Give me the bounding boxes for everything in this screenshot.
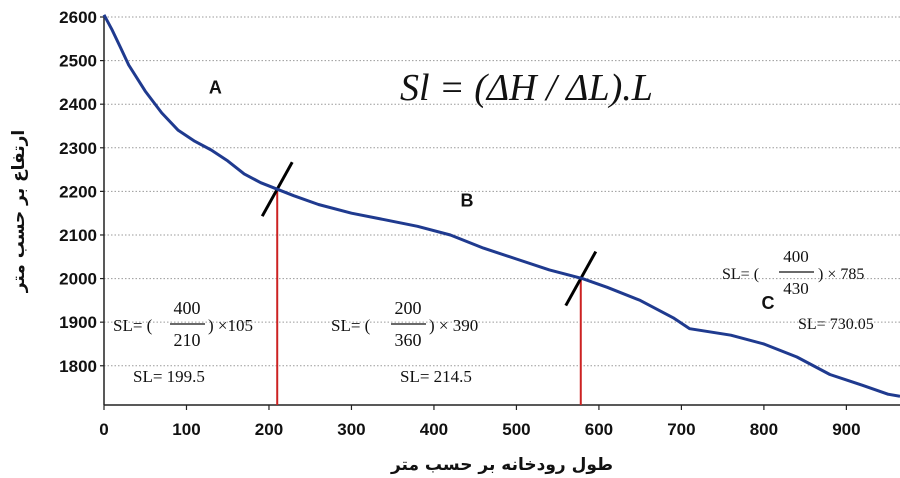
annotation-b-numerator: 200 <box>395 298 422 318</box>
segment-label: C <box>762 293 775 313</box>
equation: Sl = (ΔH / ΔL).L <box>400 67 653 109</box>
y-tick-label: 1900 <box>59 313 97 332</box>
annotation-b-result: SL= 214.5 <box>400 367 472 386</box>
y-tick-label: 2000 <box>59 270 97 289</box>
annotation-a-prefix: SL= ( <box>113 316 153 335</box>
plot-area <box>104 17 900 405</box>
annotation-c-suffix: ) × 785 <box>818 266 864 283</box>
x-axis-title: طول رودخانه بر حسب متر <box>390 455 613 475</box>
annotation-b-suffix: ) × 390 <box>429 316 478 335</box>
annotation-b: SL= ( 200 360 ) × 390 SL= 214.5 <box>331 298 478 386</box>
x-tick-label: 800 <box>750 420 778 439</box>
axis-ticks: 1800 1900 2000 2100 2200 2300 2400 2500 2600 0 100… <box>59 8 860 439</box>
annotation-c-numerator: 400 <box>783 247 809 266</box>
break-markers <box>260 161 598 405</box>
x-tick-label: 100 <box>172 420 200 439</box>
x-tick-label: 300 <box>337 420 365 439</box>
y-tick-label: 2300 <box>59 139 97 158</box>
x-tick-label: 700 <box>667 420 695 439</box>
annotation-b-prefix: SL= ( <box>331 316 371 335</box>
segment-label: A <box>209 77 222 97</box>
annotation-a-denominator: 210 <box>174 330 201 350</box>
y-tick-label: 2600 <box>59 8 97 27</box>
y-tick-label: 2200 <box>59 182 97 201</box>
annotation-a: SL= ( 400 210 ) ×105 SL= 199.5 <box>113 298 253 386</box>
annotation-a-suffix: ) ×105 <box>208 316 253 335</box>
y-tick-label: 1800 <box>59 357 97 376</box>
y-tick-label: 2400 <box>59 95 97 114</box>
annotation-b-denominator: 360 <box>395 330 422 350</box>
annotation-c-result: SL= 730.05 <box>798 316 874 333</box>
y-tick-label: 2100 <box>59 226 97 245</box>
profile-line <box>102 14 900 398</box>
y-axis-title: ارتفاع بر حسب متر <box>9 130 29 294</box>
segment-label: B <box>460 191 473 211</box>
annotation-a-result: SL= 199.5 <box>133 367 205 386</box>
annotation-c-prefix: SL= ( <box>722 266 759 283</box>
annotation-c: SL= ( 400 430 ) × 785 SL= 730.05 <box>722 247 874 333</box>
y-tick-label: 2500 <box>59 52 97 71</box>
x-tick-label: 200 <box>255 420 283 439</box>
x-tick-label: 400 <box>420 420 448 439</box>
x-tick-label: 0 <box>99 420 108 439</box>
x-tick-label: 900 <box>832 420 860 439</box>
x-tick-label: 600 <box>585 420 613 439</box>
x-tick-label: 500 <box>502 420 530 439</box>
annotation-a-numerator: 400 <box>174 298 201 318</box>
annotation-c-denominator: 430 <box>783 279 809 298</box>
segment-labels: A B C <box>209 77 775 313</box>
